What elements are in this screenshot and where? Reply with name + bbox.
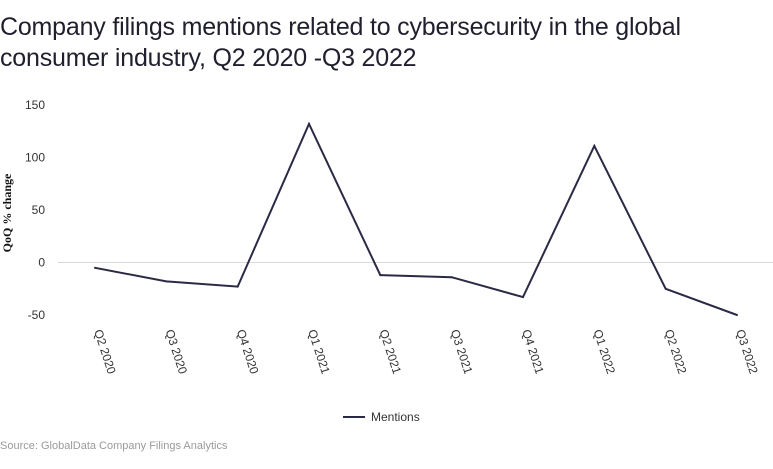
- x-tick-label: Q1 2021: [305, 328, 333, 376]
- data-point: [165, 280, 168, 283]
- legend-swatch-mentions: [343, 416, 365, 418]
- x-tick-label: Q4 2021: [519, 328, 547, 376]
- y-tick-label: -50: [28, 308, 46, 322]
- data-point: [94, 266, 96, 269]
- x-tick-label: Q2 2021: [376, 328, 404, 376]
- data-point: [522, 296, 524, 299]
- x-axis-ticks: Q2 2020 Q3 2020 Q4 2020 Q1 2021 Q2 2021 Q3 20…: [91, 328, 761, 376]
- data-point: [664, 287, 667, 290]
- data-point: [593, 144, 596, 147]
- legend-label-mentions: Mentions: [371, 410, 420, 424]
- source-note: Source: GlobalData Company Filings Analy…: [0, 440, 228, 452]
- y-tick-label: 100: [25, 151, 45, 165]
- series-group: [94, 121, 738, 316]
- legend: Mentions: [343, 410, 420, 424]
- data-point: [450, 276, 453, 279]
- x-tick-label: Q3 2020: [162, 328, 190, 376]
- data-point: [379, 274, 382, 277]
- series-line-mentions: [94, 121, 738, 316]
- x-tick-label: Q2 2022: [662, 328, 690, 376]
- y-axis-ticks: 150 100 50 0 -50: [25, 98, 45, 322]
- data-point: [236, 285, 239, 288]
- y-tick-label: 0: [38, 256, 45, 270]
- chart-title: Company filings mentions related to cybe…: [0, 13, 681, 72]
- x-tick-label: Q3 2022: [733, 328, 761, 376]
- y-tick-label: 50: [32, 203, 46, 217]
- x-tick-label: Q4 2020: [234, 328, 262, 376]
- y-axis-title: QoQ % change: [0, 173, 14, 252]
- x-tick-label: Q3 2021: [448, 328, 476, 376]
- x-tick-label: Q1 2022: [590, 328, 618, 376]
- data-point: [736, 314, 738, 316]
- data-point: [308, 122, 310, 125]
- y-tick-label: 150: [25, 98, 45, 112]
- x-tick-label: Q2 2020: [91, 328, 119, 376]
